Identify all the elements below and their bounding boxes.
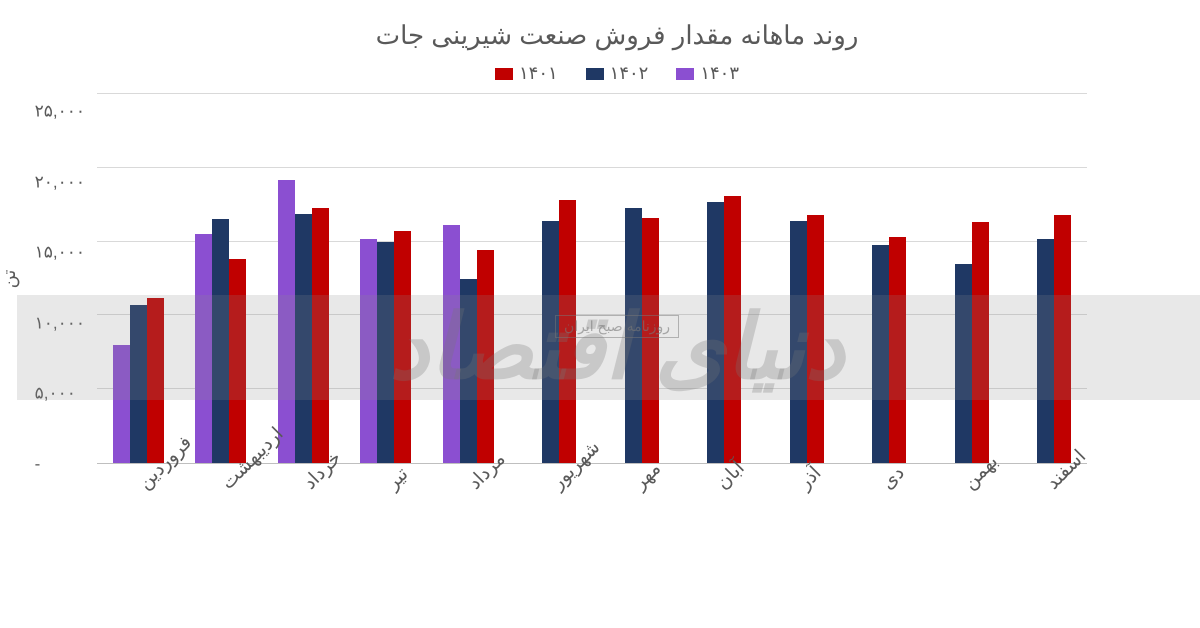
bar-group: [245, 94, 328, 463]
bar: [443, 279, 460, 464]
x-label-cell: مهر: [575, 464, 658, 574]
bar: [130, 298, 147, 463]
bar: [542, 200, 559, 463]
x-label-cell: تیر: [328, 464, 411, 574]
bar: [113, 305, 130, 463]
plot: [80, 94, 1070, 464]
bar: [872, 237, 889, 463]
bar-group: [740, 94, 823, 463]
x-label-cell: آذر: [740, 464, 823, 574]
bar-group: [988, 94, 1071, 463]
bar-group: [80, 94, 163, 463]
bar: [360, 242, 377, 463]
y-tick: ۱۰,۰۰۰: [18, 314, 68, 331]
bar: [773, 221, 790, 463]
bar: [295, 208, 312, 463]
bar: [426, 225, 443, 463]
bar: [195, 219, 212, 463]
bar: [1020, 239, 1037, 463]
x-label: آذر: [777, 462, 809, 494]
bar: [525, 221, 542, 463]
bar: [261, 180, 278, 463]
chart-title: روند ماهانه مقدار فروش صنعت شیرینی جات: [40, 20, 1160, 51]
legend-swatch: [659, 68, 677, 80]
bar: [625, 218, 642, 463]
bar: [343, 239, 360, 463]
bar: [855, 245, 872, 463]
x-label-cell: مرداد: [410, 464, 493, 574]
legend-item-1403: ۱۴۰۳: [659, 63, 722, 84]
plot-area: تن ۲۵,۰۰۰ ۲۰,۰۰۰ ۱۵,۰۰۰ ۱۰,۰۰۰ ۵,۰۰۰ -: [80, 94, 1070, 464]
legend-swatch: [569, 68, 587, 80]
bar-group: [328, 94, 411, 463]
legend-item-1402: ۱۴۰۲: [569, 63, 632, 84]
bar: [212, 259, 229, 463]
x-label-cell: دی: [823, 464, 906, 574]
x-axis: فروردیناردیبهشتخرداد تیر مردادشهریورمهرآبا…: [80, 464, 1070, 574]
bar: [608, 208, 625, 463]
y-tick: ۵,۰۰۰: [18, 385, 68, 402]
legend-label: ۱۴۰۱: [502, 63, 541, 84]
x-label-cell: اسفند: [988, 464, 1071, 574]
y-tick: ۱۵,۰۰۰: [18, 244, 68, 261]
legend: ۱۴۰۱ ۱۴۰۲ ۱۴۰۳: [40, 63, 1160, 84]
y-axis-label: تن: [0, 270, 3, 289]
x-label: تیر: [365, 463, 396, 494]
y-tick: -: [18, 455, 68, 472]
bar-group: [905, 94, 988, 463]
x-label-cell: آبان: [658, 464, 741, 574]
bar-group: [493, 94, 576, 463]
bar: [178, 234, 195, 463]
y-axis: ۲۵,۰۰۰ ۲۰,۰۰۰ ۱۵,۰۰۰ ۱۰,۰۰۰ ۵,۰۰۰ -: [18, 94, 68, 464]
bar-group: [823, 94, 906, 463]
bar-group: [575, 94, 658, 463]
x-label-cell: فروردین: [80, 464, 163, 574]
bar: [460, 250, 477, 463]
bar: [955, 222, 972, 463]
bar-group: [163, 94, 246, 463]
bar: [690, 202, 707, 463]
bar: [1037, 215, 1054, 463]
legend-swatch: [478, 68, 496, 80]
x-label-cell: بهمن: [905, 464, 988, 574]
bar: [707, 196, 724, 463]
x-label-cell: خرداد: [245, 464, 328, 574]
bar: [278, 214, 295, 463]
legend-item-1401: ۱۴۰۱: [478, 63, 541, 84]
bar: [377, 231, 394, 463]
bar-group: [658, 94, 741, 463]
x-label: دی: [860, 462, 893, 495]
bar: [790, 215, 807, 463]
y-tick: ۲۰,۰۰۰: [18, 173, 68, 190]
bar-group: [410, 94, 493, 463]
y-tick: ۲۵,۰۰۰: [18, 103, 68, 120]
bar-groups: [80, 94, 1070, 463]
x-label-cell: اردیبهشت: [163, 464, 246, 574]
chart-container: روند ماهانه مقدار فروش صنعت شیرینی جات ۱…: [0, 0, 1200, 628]
x-label-cell: شهریور: [493, 464, 576, 574]
legend-label: ۱۴۰۳: [683, 63, 722, 84]
legend-label: ۱۴۰۲: [593, 63, 632, 84]
bar: [938, 264, 955, 463]
bar: [96, 345, 113, 463]
